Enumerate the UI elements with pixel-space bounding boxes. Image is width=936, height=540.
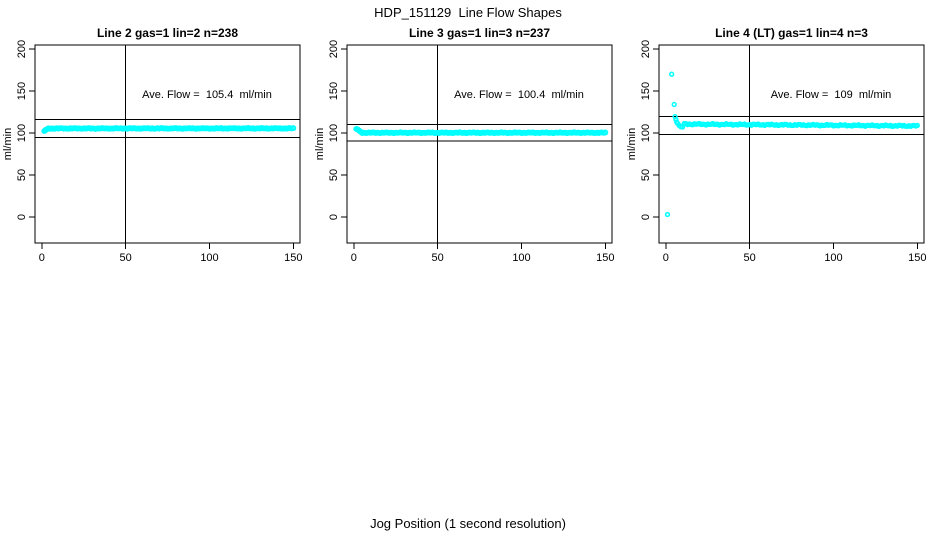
y-tick-label: 200 bbox=[328, 40, 340, 58]
y-tick-label: 150 bbox=[640, 82, 652, 100]
x-tick-label: 0 bbox=[663, 252, 669, 264]
y-tick-label: 200 bbox=[640, 40, 652, 58]
ave-flow-annotation: Ave. Flow = 105.4 ml/min bbox=[142, 89, 272, 101]
y-axis-unit-label: ml/min bbox=[626, 128, 638, 160]
data-point bbox=[290, 125, 297, 132]
x-tick-label: 100 bbox=[512, 252, 530, 264]
flow-plot-svg: 0 50 100 150 0 50 100 150 200 ml/min bbox=[314, 40, 615, 264]
data-point bbox=[669, 71, 675, 77]
y-tick-label: 0 bbox=[640, 214, 652, 220]
y-tick-label: 0 bbox=[16, 214, 28, 220]
x-tick-label: 0 bbox=[39, 252, 45, 264]
x-tick-label: 0 bbox=[351, 252, 357, 264]
flow-plot-svg: 0 50 100 150 0 50 100 150 200 ml/min bbox=[626, 40, 927, 264]
y-tick-label: 0 bbox=[328, 214, 340, 220]
panel-title: Line 3 gas=1 lin=3 n=237 bbox=[408, 26, 551, 40]
y-tick-label: 200 bbox=[16, 40, 28, 58]
y-axis-unit-label: ml/min bbox=[2, 128, 14, 160]
x-tick-label: 150 bbox=[596, 252, 614, 264]
y-tick-label: 150 bbox=[16, 82, 28, 100]
panel-title: Line 4 (LT) gas=1 lin=4 n=3 bbox=[715, 26, 868, 40]
chart-main-title: HDP_151129 Line Flow Shapes bbox=[374, 5, 562, 20]
y-tick-label: 100 bbox=[640, 124, 652, 142]
y-tick-label: 50 bbox=[640, 169, 652, 181]
panel-title: Line 2 gas=1 lin=2 n=238 bbox=[96, 26, 239, 40]
plot-box bbox=[346, 44, 613, 244]
ave-flow-annotation: Ave. Flow = 100.4 ml/min bbox=[454, 89, 584, 101]
y-tick-label: 50 bbox=[328, 169, 340, 181]
y-tick-label: 100 bbox=[328, 124, 340, 142]
plot-box bbox=[658, 44, 925, 244]
data-point bbox=[671, 101, 677, 108]
x-tick-label: 100 bbox=[200, 252, 218, 264]
x-tick-label: 100 bbox=[824, 252, 842, 264]
ave-flow-annotation: Ave. Flow = 109 ml/min bbox=[770, 89, 892, 101]
x-tick-label: 150 bbox=[908, 252, 926, 264]
x-tick-label: 50 bbox=[432, 252, 444, 264]
x-tick-label: 150 bbox=[284, 252, 302, 264]
flow-plot-svg: 0 50 100 150 0 50 100 150 200 ml/min bbox=[2, 40, 303, 264]
y-tick-label: 150 bbox=[328, 82, 340, 100]
x-axis-label: Jog Position (1 second resolution) bbox=[370, 516, 566, 531]
y-tick-label: 100 bbox=[16, 124, 28, 142]
data-point bbox=[602, 129, 609, 136]
x-tick-label: 50 bbox=[120, 252, 132, 264]
x-tick-label: 50 bbox=[744, 252, 756, 264]
y-tick-label: 50 bbox=[16, 169, 28, 181]
y-axis-unit-label: ml/min bbox=[314, 128, 326, 160]
plot-box bbox=[34, 44, 301, 244]
data-point bbox=[914, 122, 921, 129]
data-point bbox=[664, 211, 671, 218]
